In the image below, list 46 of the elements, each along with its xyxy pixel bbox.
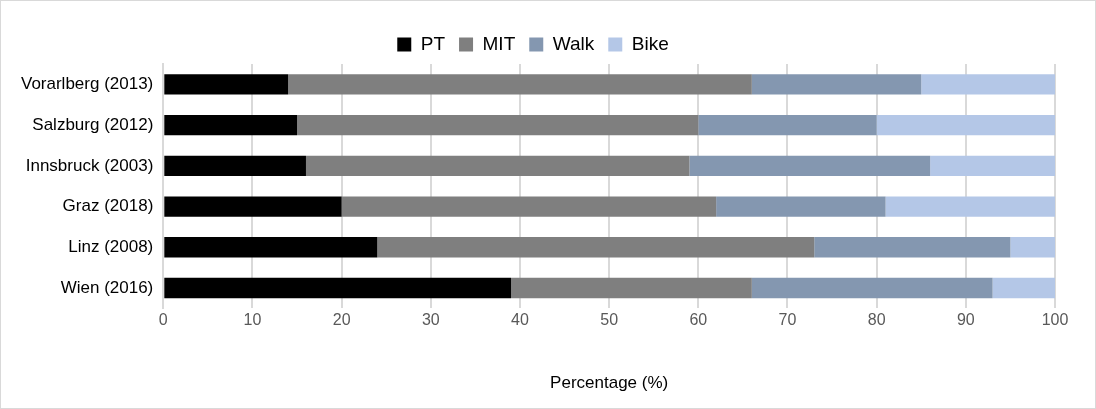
bar (716, 196, 886, 217)
bar (689, 155, 931, 177)
y-tick-label: Vorarlberg (2013) (20, 74, 154, 94)
x-tick-label: 0 (158, 311, 168, 329)
y-tick-label: Wien (2016) (60, 277, 154, 297)
x-tick-label: 70 (778, 311, 797, 329)
bar (876, 114, 1055, 136)
bar (377, 237, 815, 258)
legend-label: MIT (482, 32, 516, 54)
bar (1010, 237, 1055, 258)
bar (885, 196, 1055, 217)
bar (297, 114, 699, 136)
bar (288, 74, 752, 95)
bar (814, 237, 1011, 258)
bar (164, 114, 298, 136)
bar (751, 277, 993, 299)
y-tick-label: Innsbruck (2003) (25, 155, 154, 175)
bar (341, 196, 717, 217)
bar (921, 74, 1055, 95)
x-tick-label: 50 (600, 311, 619, 329)
bar (164, 237, 378, 258)
x-tick-label: 30 (421, 311, 440, 329)
legend-label: Walk (552, 32, 595, 54)
x-tick-label: 90 (956, 311, 975, 329)
x-tick-label: 100 (1041, 311, 1069, 329)
x-axis-title: Percentage (%) (550, 373, 669, 393)
legend-label: PT (420, 32, 446, 54)
y-tick-label: Salzburg (2012) (32, 114, 154, 134)
y-tick-label: Graz (2018) (62, 196, 154, 216)
x-tick-label: 40 (511, 311, 529, 329)
x-tick-label: 80 (867, 311, 886, 329)
bar (164, 155, 306, 177)
x-tick-label: 10 (243, 311, 262, 329)
bar (511, 277, 752, 299)
legend-label: Bike (631, 32, 669, 54)
bar (751, 74, 922, 95)
x-tick-label: 60 (689, 311, 708, 329)
bar (698, 114, 877, 136)
bar (992, 277, 1055, 299)
bar (930, 155, 1055, 177)
x-tick-label: 20 (332, 311, 351, 329)
bar (164, 196, 342, 217)
bar (164, 277, 512, 299)
bar (164, 74, 289, 95)
bar (305, 155, 690, 177)
y-tick-label: Linz (2008) (68, 236, 154, 256)
